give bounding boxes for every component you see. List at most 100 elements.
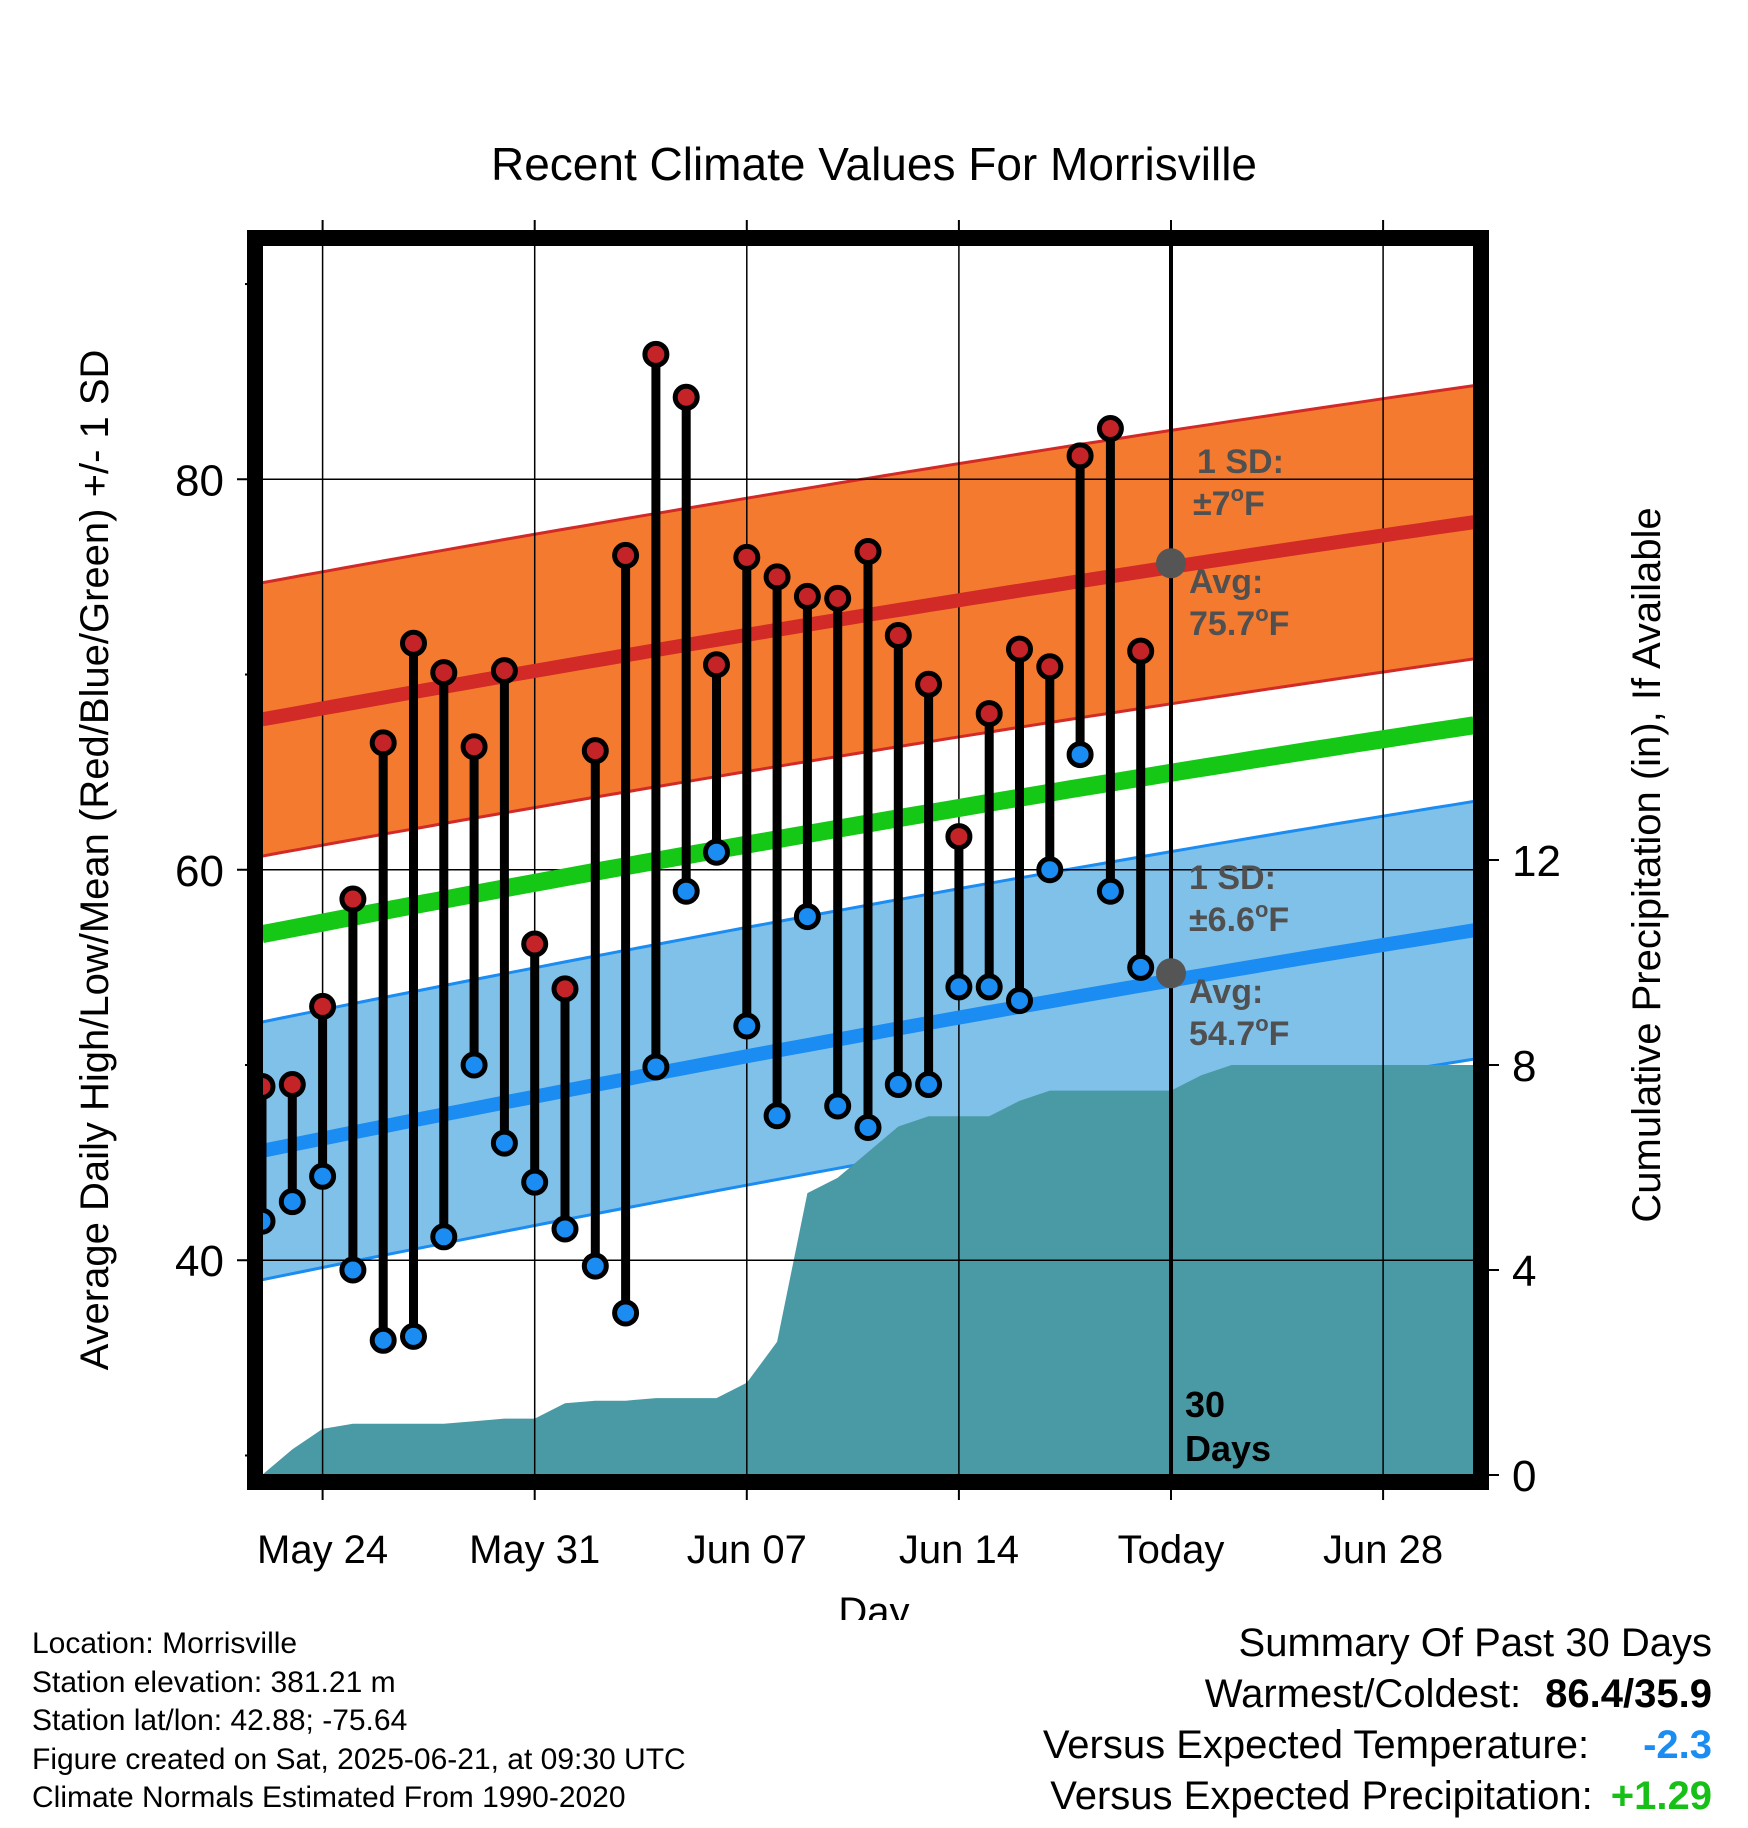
high-sd-value: ±7oF <box>1193 481 1265 523</box>
y-tick-label: 80 <box>175 456 224 505</box>
daily-high-point <box>1036 653 1064 681</box>
high-sd-upper <box>262 384 1474 585</box>
daily-low-point <box>703 838 730 866</box>
x-tick-label: May 31 <box>469 1528 600 1572</box>
daily-high-point <box>369 729 397 757</box>
daily-high-point <box>309 992 337 1020</box>
low-avg-value-unit: F <box>1269 1015 1290 1053</box>
precip-value: +1.29 <box>1610 1774 1712 1818</box>
daily-low-point <box>975 973 1003 1001</box>
daily-high-point <box>1096 415 1124 443</box>
daily-high-point <box>945 823 973 851</box>
daily-high-point <box>642 340 670 368</box>
daily-high-point <box>915 670 943 698</box>
warmest-label: Warmest/Coldest: <box>1204 1672 1522 1716</box>
high-sd-value-unit: F <box>1244 485 1265 523</box>
daily-low-point <box>490 1129 518 1157</box>
daily-low-point <box>1096 877 1124 905</box>
summary-title: Summary Of Past 30 Days <box>1238 1621 1712 1665</box>
created-text: Figure created on Sat, 2025-06-21, at 09… <box>32 1742 686 1776</box>
station-info: Location: Morrisville Station elevation:… <box>32 1625 686 1818</box>
daily-high-point <box>551 975 579 1003</box>
daily-low-point <box>793 903 821 931</box>
daily-low-point <box>400 1322 427 1350</box>
precip-label: Versus Expected Precipitation: <box>1050 1774 1593 1818</box>
daily-high-point <box>581 737 609 765</box>
daily-high-point <box>521 930 549 958</box>
daily-high-point <box>1066 442 1094 470</box>
daily-high-point <box>672 383 700 411</box>
climate-chart: Recent Climate Values For Morrisville 1 … <box>73 138 1669 1620</box>
y-axis-label: Average Daily High/Low/Mean (Red/Blue/Gr… <box>73 350 117 1371</box>
daily-high-point <box>763 563 791 591</box>
daily-low-point <box>339 1256 367 1284</box>
low-avg-label: Avg: <box>1189 973 1263 1011</box>
y2-tick-label: 8 <box>1512 1042 1536 1091</box>
daily-high-point <box>460 733 488 761</box>
high-sd-value-degree: o <box>1231 481 1244 506</box>
daily-high-point <box>400 629 427 657</box>
summary-warmest-row: Warmest/Coldest: 86.4/35.9 <box>1043 1669 1712 1720</box>
temp-label: Versus Expected Temperature: <box>1042 1723 1590 1767</box>
daily-low-point <box>1127 953 1155 981</box>
chart-title: Recent Climate Values For Morrisville <box>491 138 1257 190</box>
daily-low-point <box>824 1092 852 1120</box>
daily-low-point <box>278 1188 306 1216</box>
high-sd-label: 1 SD: <box>1197 443 1284 481</box>
warmest-value: 86.4/35.9 <box>1545 1672 1712 1716</box>
daily-low-point <box>309 1162 337 1190</box>
low-sd-value: ±6.6oF <box>1189 897 1289 939</box>
daily-high-point <box>262 1072 276 1100</box>
y-tick-label: 40 <box>175 1237 224 1286</box>
low-avg-value-degree: o <box>1255 1011 1268 1036</box>
daily-high-point <box>278 1071 306 1099</box>
daily-low-point <box>945 973 973 1001</box>
daily-high-point <box>824 584 852 612</box>
daily-low-point <box>1036 856 1064 884</box>
daily-low-point <box>1006 987 1033 1015</box>
x-tick-label: Today <box>1118 1528 1225 1572</box>
daily-low-point <box>854 1113 882 1141</box>
y-tick-label: 60 <box>175 847 224 896</box>
x-tick-label: Jun 14 <box>899 1528 1019 1572</box>
daily-high-point <box>733 543 761 571</box>
today-low-normal-marker <box>1156 958 1186 989</box>
daily-low-point <box>430 1223 458 1251</box>
daily-low-point <box>915 1071 943 1099</box>
daily-low-point <box>460 1051 488 1079</box>
daily-low-point <box>672 877 700 905</box>
y2-tick-label: 4 <box>1512 1247 1536 1296</box>
daily-low-point <box>763 1102 791 1130</box>
x-tick-label: Jun 07 <box>687 1528 807 1572</box>
daily-high-point <box>1127 637 1155 665</box>
low-avg-value: 54.7oF <box>1189 1011 1289 1053</box>
high-avg-value-unit: F <box>1269 605 1290 643</box>
location-text: Location: Morrisville <box>32 1627 298 1660</box>
daily-low-point <box>581 1252 609 1280</box>
daily-high-point <box>430 659 458 687</box>
high-avg-value-degree: o <box>1255 601 1268 626</box>
daily-low-point <box>262 1207 276 1235</box>
high-avg-value: 75.7oF <box>1189 601 1289 643</box>
x-tick-label: Jun 28 <box>1323 1528 1443 1572</box>
daily-high-point <box>612 541 640 569</box>
summary-temp-row: Versus Expected Temperature: -2.3 <box>1043 1720 1712 1771</box>
latlon-text: Station lat/lon: 42.88; -75.64 <box>32 1704 408 1737</box>
normals-text: Climate Normals Estimated From 1990-2020 <box>32 1781 626 1814</box>
daily-low-point <box>642 1053 670 1081</box>
y2-tick-label: 0 <box>1512 1452 1536 1501</box>
days-count-label: 30 <box>1185 1384 1225 1425</box>
summary-precip-row: Versus Expected Precipitation: +1.29 <box>1043 1771 1712 1822</box>
daily-high-point <box>884 621 912 649</box>
elevation-text: Station elevation: 381.21 m <box>32 1665 396 1699</box>
y2-tick-label: 12 <box>1512 837 1561 886</box>
daily-low-point <box>369 1326 397 1354</box>
daily-low-point <box>1066 741 1094 769</box>
x-tick-label: May 24 <box>257 1528 388 1572</box>
temp-value: -2.3 <box>1643 1723 1712 1767</box>
daily-low-point <box>884 1071 912 1099</box>
daily-high-point <box>793 582 821 610</box>
low-sd-label: 1 SD: <box>1189 859 1276 897</box>
daily-high-point <box>703 651 730 679</box>
